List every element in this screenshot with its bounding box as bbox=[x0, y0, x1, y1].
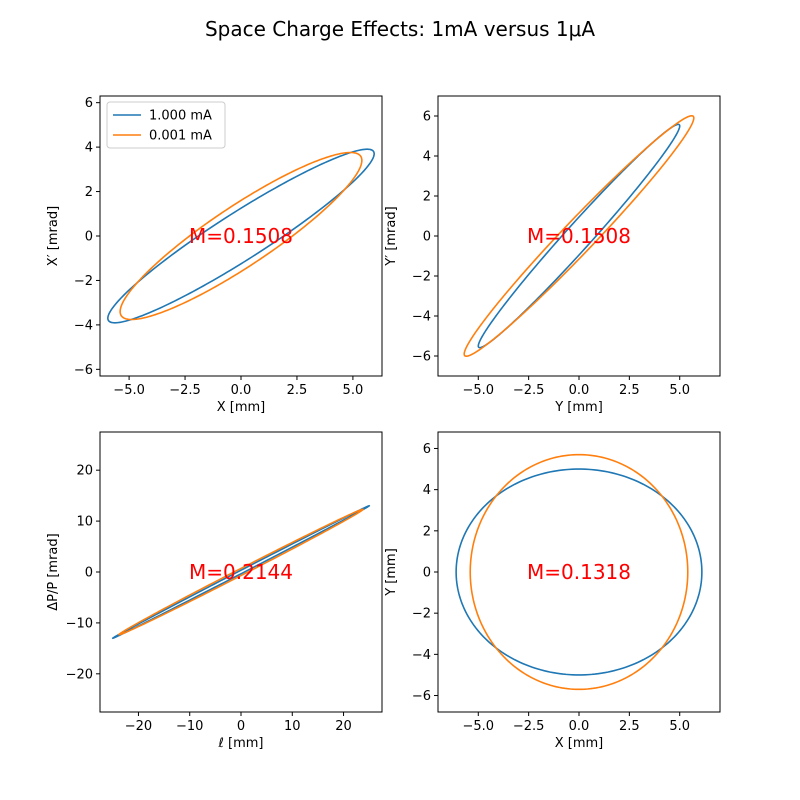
y-tick-label: 6 bbox=[423, 110, 431, 125]
x-axis-label: X [mm] bbox=[555, 736, 604, 751]
y-tick-label: 4 bbox=[85, 141, 93, 156]
x-tick-label: 5.0 bbox=[669, 719, 690, 734]
x-tick-label: −2.5 bbox=[169, 383, 201, 398]
y-axis-label: Y [mm] bbox=[384, 548, 399, 597]
y-tick-label: 0 bbox=[423, 230, 431, 245]
y-tick-label: 0 bbox=[85, 566, 93, 581]
x-tick-label: 0.0 bbox=[569, 383, 590, 398]
x-tick-label: 2.5 bbox=[287, 383, 308, 398]
x-tick-label: −20 bbox=[125, 719, 152, 734]
figure-title: Space Charge Effects: 1mA versus 1μA bbox=[205, 17, 595, 41]
x-tick-label: −2.5 bbox=[513, 383, 545, 398]
y-tick-label: −6 bbox=[74, 363, 93, 378]
x-tick-label: −2.5 bbox=[513, 719, 545, 734]
y-tick-label: 10 bbox=[76, 515, 93, 530]
x-tick-label: 0.0 bbox=[569, 719, 590, 734]
x-tick-label: 2.5 bbox=[619, 383, 640, 398]
x-tick-label: 5.0 bbox=[669, 383, 690, 398]
x-axis-label: Y [mm] bbox=[554, 400, 603, 415]
subplot-bottom-left: −20 −10 0 10 20 −20 −10 0 10 20 ℓ [mm] ΔP/P [mrad] M… bbox=[46, 431, 383, 751]
x-tick-label: 20 bbox=[335, 719, 352, 734]
subplot-top-left: −5.0 −2.5 0.0 2.5 5.0 −6 −4 −2 0 2 4 6 X [mm] X′ [mra… bbox=[46, 95, 383, 415]
x-tick-label: −5.0 bbox=[113, 383, 145, 398]
y-axis-label: X′ [mrad] bbox=[46, 206, 61, 266]
y-tick-label: −6 bbox=[412, 350, 431, 365]
y-tick-label: 2 bbox=[423, 524, 431, 539]
x-tick-label: 0 bbox=[237, 719, 245, 734]
x-tick-label: −5.0 bbox=[462, 719, 494, 734]
legend-label: 1.000 mA bbox=[149, 109, 212, 124]
y-axis-label: ΔP/P [mrad] bbox=[46, 533, 61, 610]
series-line-2 bbox=[469, 453, 689, 691]
y-tick-label: −20 bbox=[66, 667, 93, 682]
legend: 1.000 mA 0.001 mA bbox=[106, 101, 226, 149]
legend-frame bbox=[106, 101, 226, 149]
subplot-bottom-right: −5.0 −2.5 0.0 2.5 5.0 −6 −4 −2 0 2 4 6 X [mm] Y [mm] M… bbox=[384, 431, 721, 751]
m-value-annotation: M=0.1318 bbox=[527, 560, 631, 584]
y-tick-label: −2 bbox=[74, 274, 93, 289]
y-tick-label: 20 bbox=[76, 464, 93, 479]
x-tick-label: −5.0 bbox=[462, 383, 494, 398]
x-axis-label: ℓ [mm] bbox=[218, 736, 264, 751]
series-line-1 bbox=[111, 504, 371, 640]
subplot-top-right: −5.0 −2.5 0.0 2.5 5.0 −6 −4 −2 0 2 4 6 Y [mm] Y′ [mra… bbox=[384, 95, 721, 415]
x-tick-label: −10 bbox=[176, 719, 203, 734]
y-tick-label: 2 bbox=[423, 190, 431, 205]
x-tick-label: 0.0 bbox=[231, 383, 252, 398]
y-tick-label: −2 bbox=[412, 607, 431, 622]
m-value-annotation: M=0.2144 bbox=[189, 560, 293, 584]
x-tick-label: 2.5 bbox=[619, 719, 640, 734]
y-tick-label: 0 bbox=[85, 230, 93, 245]
series-line-2 bbox=[463, 114, 695, 358]
x-axis-label: X [mm] bbox=[217, 400, 266, 415]
series-line-1 bbox=[455, 468, 703, 676]
y-tick-label: 4 bbox=[423, 483, 431, 498]
x-tick-label: 10 bbox=[284, 719, 301, 734]
series-line-2 bbox=[118, 508, 364, 636]
y-tick-label: 6 bbox=[423, 442, 431, 457]
y-tick-label: 4 bbox=[423, 150, 431, 165]
series-line-2 bbox=[119, 151, 363, 321]
m-value-annotation: M=0.1508 bbox=[527, 224, 631, 248]
y-tick-label: 2 bbox=[85, 185, 93, 200]
y-tick-label: 0 bbox=[423, 566, 431, 581]
y-tick-label: −10 bbox=[66, 616, 93, 631]
y-tick-label: −6 bbox=[412, 689, 431, 704]
x-tick-label: 5.0 bbox=[343, 383, 364, 398]
y-tick-label: −4 bbox=[74, 318, 93, 333]
y-tick-label: −4 bbox=[412, 648, 431, 663]
legend-label: 0.001 mA bbox=[149, 129, 212, 144]
y-tick-label: 6 bbox=[85, 96, 93, 111]
y-tick-label: −2 bbox=[412, 270, 431, 285]
series-line-1 bbox=[107, 148, 375, 324]
y-axis-label: Y′ [mrad] bbox=[384, 206, 399, 266]
y-tick-label: −4 bbox=[412, 310, 431, 325]
m-value-annotation: M=0.1508 bbox=[189, 224, 293, 248]
